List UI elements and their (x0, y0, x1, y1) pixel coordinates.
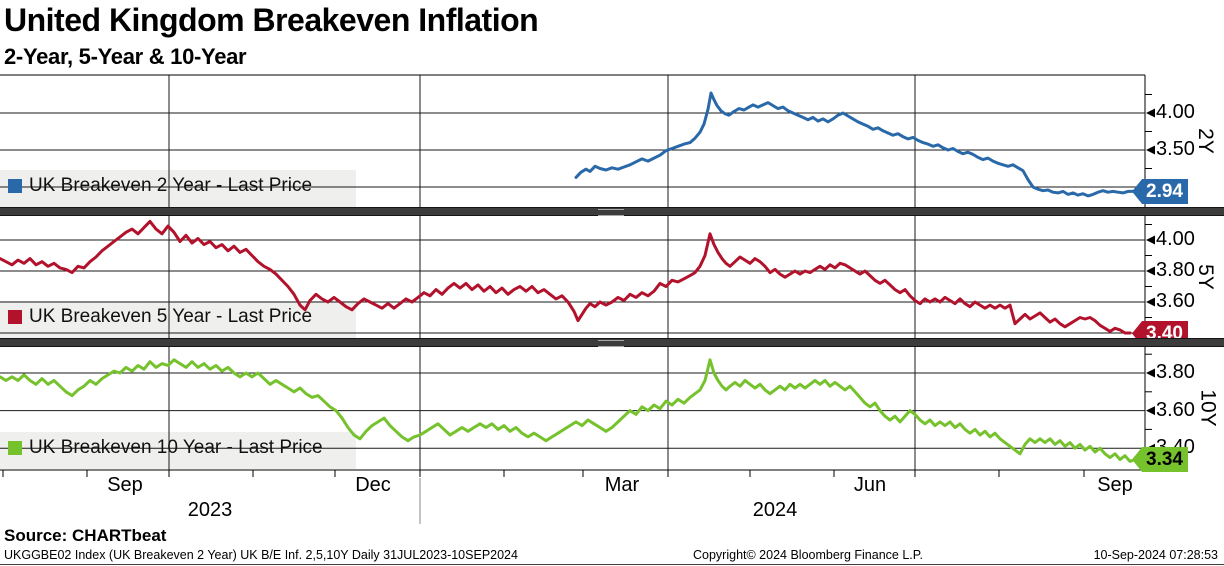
y-axis-label-10y-3.80: 3.80 (1156, 361, 1195, 383)
x-axis-label-jun-3: Jun (853, 474, 887, 496)
last-price-badge-10y: 3.34 (1132, 447, 1188, 472)
y-axis-label-10y-3.60: 3.60 (1156, 398, 1195, 421)
y-axis-label-5y-3.60: 3.60 (1156, 290, 1195, 312)
legend-label-5y: UK Breakeven 5 Year - Last Price (29, 306, 313, 327)
legend-item-10y[interactable]: UK Breakeven 10 Year - Last Price (8, 436, 323, 460)
legend-label-2y: UK Breakeven 2 Year - Last Price (29, 175, 313, 196)
last-price-badge-2y: 2.94 (1132, 179, 1188, 204)
y-axis-label-5y-3.80: 3.80 (1156, 259, 1195, 281)
panel-axis-label-2y: 2Y (1193, 128, 1217, 154)
y-axis-label-5y-4.00: 4.00 (1156, 228, 1195, 250)
legend-item-5y[interactable]: UK Breakeven 5 Year - Last Price (8, 305, 312, 329)
x-axis-label-dec-1: Dec (355, 474, 391, 496)
y-axis-label-2y-4.00: 4.00 (1156, 101, 1195, 123)
x-axis-year-label-2024: 2024 (752, 499, 798, 521)
legend-box-2y (0, 170, 356, 207)
x-axis-label-mar-2: Mar (604, 474, 640, 496)
legend-label-10y: UK Breakeven 10 Year - Last Price (29, 437, 323, 458)
legend-item-2y[interactable]: UK Breakeven 2 Year - Last Price (8, 174, 312, 198)
page-title: United Kingdom Breakeven Inflation (4, 2, 539, 38)
legend-swatch-2y-icon (8, 179, 22, 193)
x-axis-year-label-2023: 2023 (187, 499, 233, 521)
panel-axis-label-10y: 10Y (1196, 389, 1220, 427)
footer-copyright: Copyright© 2024 Bloomberg Finance L.P. (693, 548, 923, 562)
bottom-divider (0, 564, 1224, 565)
legend-swatch-10y-icon (8, 441, 22, 455)
x-axis-label-sep-4: Sep (1097, 474, 1133, 496)
footer-ticker-info: UKGGBE02 Index (UK Breakeven 2 Year) UK … (4, 548, 518, 562)
panel-axis-label-5y: 5Y (1193, 264, 1217, 290)
legend-box-10y (0, 432, 356, 469)
x-axis-label-sep-0: Sep (107, 474, 143, 496)
y-axis-label-2y-3.50: 3.50 (1156, 138, 1195, 160)
legend-swatch-5y-icon (8, 310, 22, 324)
legend-box-5y (0, 301, 356, 338)
panel-divider-1[interactable] (0, 207, 1224, 216)
divider-grip-icon[interactable] (598, 340, 624, 347)
divider-grip-icon[interactable] (598, 209, 624, 216)
footer-timestamp: 10-Sep-2024 07:28:53 (1093, 548, 1218, 562)
source-label: Source: CHARTbeat (4, 526, 167, 545)
chart-subtitle: 2-Year, 5-Year & 10-Year (4, 44, 247, 69)
panel-divider-2[interactable] (0, 338, 1224, 347)
